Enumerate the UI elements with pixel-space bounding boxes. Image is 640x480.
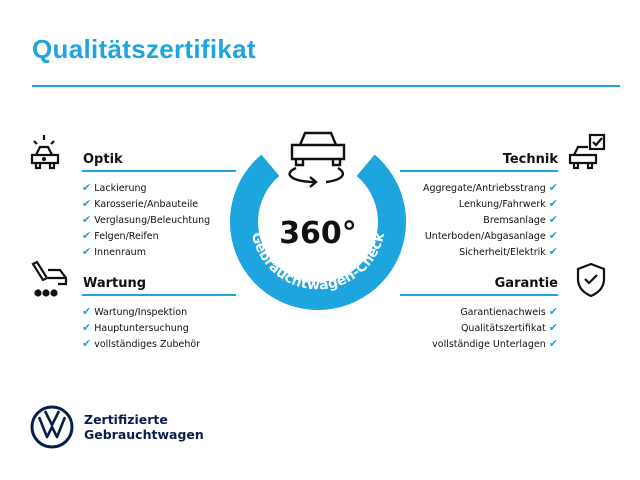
list-item: ✔ Karosserie/Anbauteile xyxy=(82,197,199,210)
section-heading-technik: Technik xyxy=(502,152,558,167)
list-optik: ✔ Lackierung ✔ Karosserie/Anbauteile ✔ V… xyxy=(82,180,210,260)
section-heading-wartung: Wartung xyxy=(83,276,147,291)
divider-wartung xyxy=(82,294,236,296)
list-item: ✔ Felgen/Reifen xyxy=(82,229,159,242)
shield-check-icon xyxy=(576,262,606,298)
list-item: Lenkung/Fahrwerk ✔ xyxy=(458,197,558,210)
brand-line-1: Zertifizierte xyxy=(84,412,168,427)
list-item: Aggregate/Antriebsstrang ✔ xyxy=(422,181,558,194)
list-garantie: Garantienachweis ✔ Qualitätszertifikat ✔… xyxy=(432,304,558,352)
list-item: Bremsanlage ✔ xyxy=(483,213,558,226)
list-item: Qualitätszertifikat ✔ xyxy=(460,321,558,334)
divider-optik xyxy=(82,170,236,172)
list-item: ✔ Wartung/Inspektion xyxy=(82,305,188,318)
car-optik-icon xyxy=(30,135,60,170)
list-item: ✔ vollständiges Zubehör xyxy=(82,337,201,350)
badge-number: 360° xyxy=(279,216,357,251)
car-check-icon xyxy=(568,133,606,170)
vw-logo xyxy=(30,405,74,449)
list-item: Unterboden/Abgasanlage ✔ xyxy=(424,229,558,242)
page-title: Qualitätszertifikat xyxy=(32,34,256,64)
car-rotate-icon xyxy=(288,131,346,188)
section-heading-optik: Optik xyxy=(83,152,123,167)
list-item: Garantienachweis ✔ xyxy=(460,305,558,318)
list-item: Sicherheit/Elektrik ✔ xyxy=(459,245,558,258)
list-item: ✔ Verglasung/Beleuchtung xyxy=(82,213,211,226)
list-item: ✔ Hauptuntersuchung xyxy=(82,321,189,334)
service-tool-icon xyxy=(31,260,68,297)
brand-name: Zertifizierte Gebrauchtwagen xyxy=(84,412,204,442)
divider-garantie xyxy=(400,294,558,296)
badge-ring xyxy=(230,154,406,310)
list-technik: Aggregate/Antriebsstrang ✔ Lenkung/Fahrw… xyxy=(423,180,558,260)
brand-line-2: Gebrauchtwagen xyxy=(84,427,204,442)
divider-technik xyxy=(400,170,558,172)
list-wartung: ✔ Wartung/Inspektion ✔ Hauptuntersuchung… xyxy=(82,304,200,352)
list-item: ✔ Innenraum xyxy=(82,245,146,258)
list-item: ✔ Lackierung xyxy=(82,181,147,194)
title-divider xyxy=(32,85,620,87)
list-item: vollständige Unterlagen ✔ xyxy=(432,337,558,350)
section-heading-garantie: Garantie xyxy=(494,276,558,291)
